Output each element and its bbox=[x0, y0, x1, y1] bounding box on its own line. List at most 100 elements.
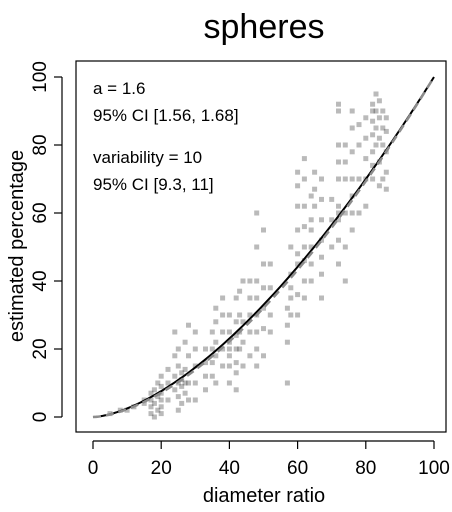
data-point bbox=[182, 380, 188, 386]
data-point bbox=[356, 142, 362, 148]
data-point bbox=[155, 380, 161, 386]
data-point bbox=[349, 149, 355, 155]
data-point bbox=[240, 278, 246, 284]
data-point bbox=[175, 407, 181, 413]
data-point bbox=[308, 261, 314, 267]
data-point bbox=[288, 285, 294, 291]
data-point bbox=[141, 400, 147, 406]
data-point bbox=[254, 210, 260, 216]
data-point bbox=[158, 383, 164, 389]
annotation-variability-ci: 95% CI [9.3, 11] bbox=[93, 175, 214, 194]
data-point bbox=[295, 183, 301, 189]
data-point bbox=[295, 169, 301, 175]
data-point bbox=[295, 292, 301, 298]
data-point bbox=[336, 261, 341, 267]
data-point bbox=[233, 319, 239, 325]
data-point bbox=[301, 258, 307, 264]
data-point bbox=[284, 322, 290, 328]
data-point bbox=[261, 261, 266, 267]
data-point bbox=[186, 322, 191, 328]
data-point bbox=[288, 295, 294, 301]
data-point bbox=[220, 363, 226, 369]
data-point bbox=[155, 394, 161, 400]
data-point bbox=[209, 346, 215, 352]
x-tick-label: 20 bbox=[151, 458, 172, 479]
annotation-a-ci: 95% CI [1.56, 1.68] bbox=[93, 106, 239, 125]
data-point bbox=[329, 244, 335, 250]
data-point bbox=[261, 285, 266, 291]
data-point bbox=[226, 312, 232, 318]
fit-curves bbox=[92, 76, 436, 419]
data-point bbox=[336, 176, 341, 182]
y-tick-label: 60 bbox=[30, 202, 51, 223]
data-point bbox=[301, 176, 307, 182]
data-point bbox=[319, 254, 324, 260]
data-point bbox=[319, 295, 324, 301]
y-axis: 0 20 40 60 80 100 bbox=[30, 61, 63, 423]
x-tick-label: 100 bbox=[418, 458, 450, 479]
data-point bbox=[158, 411, 164, 417]
data-point bbox=[349, 176, 355, 182]
data-point bbox=[373, 91, 379, 97]
data-point bbox=[329, 196, 335, 202]
data-point bbox=[179, 400, 185, 406]
data-point bbox=[301, 244, 307, 250]
data-point bbox=[226, 363, 232, 369]
data-point bbox=[175, 363, 181, 369]
data-point bbox=[209, 360, 215, 366]
data-point bbox=[175, 346, 181, 352]
data-point bbox=[179, 383, 185, 389]
data-point bbox=[179, 370, 185, 376]
x-axis-label: diameter ratio bbox=[203, 485, 325, 507]
data-point bbox=[342, 176, 348, 182]
data-point bbox=[380, 108, 386, 114]
data-point bbox=[240, 319, 246, 325]
data-point bbox=[213, 319, 219, 325]
data-point bbox=[237, 346, 243, 352]
data-point bbox=[151, 400, 157, 406]
data-point bbox=[247, 295, 253, 301]
data-point bbox=[226, 329, 232, 335]
y-axis-label: estimated percentage bbox=[6, 150, 28, 342]
data-point bbox=[319, 271, 324, 277]
data-point bbox=[349, 227, 355, 233]
data-point bbox=[380, 142, 386, 148]
data-point bbox=[295, 227, 301, 233]
annotations: a = 1.6 95% CI [1.56, 1.68] variability … bbox=[93, 79, 239, 194]
data-point bbox=[284, 339, 290, 345]
data-point bbox=[220, 295, 226, 301]
data-point bbox=[356, 210, 362, 216]
data-point bbox=[295, 312, 301, 318]
data-point bbox=[349, 108, 355, 114]
data-point bbox=[254, 244, 260, 250]
data-point bbox=[158, 404, 164, 410]
data-point bbox=[349, 125, 355, 131]
data-point bbox=[376, 135, 382, 141]
data-point bbox=[182, 366, 188, 372]
data-point bbox=[356, 176, 362, 182]
data-point bbox=[336, 142, 341, 148]
data-point bbox=[213, 380, 219, 386]
data-point bbox=[261, 326, 266, 332]
data-point bbox=[376, 183, 382, 189]
y-tick-label: 0 bbox=[30, 412, 51, 423]
data-point bbox=[308, 227, 314, 233]
data-point bbox=[308, 193, 314, 199]
data-point bbox=[151, 414, 157, 420]
annotation-variability: variability = 10 bbox=[93, 148, 202, 167]
data-point bbox=[148, 397, 154, 403]
data-point bbox=[226, 380, 232, 386]
data-point bbox=[356, 122, 362, 128]
data-point bbox=[213, 353, 219, 359]
data-point bbox=[247, 329, 253, 335]
data-point bbox=[295, 261, 301, 267]
data-point bbox=[373, 142, 379, 148]
data-point bbox=[182, 390, 188, 396]
annotation-a: a = 1.6 bbox=[93, 79, 145, 98]
data-point bbox=[148, 411, 154, 417]
data-point bbox=[247, 278, 253, 284]
data-point bbox=[342, 210, 348, 216]
data-point bbox=[165, 380, 171, 386]
data-point bbox=[370, 162, 376, 168]
data-point bbox=[203, 387, 208, 393]
